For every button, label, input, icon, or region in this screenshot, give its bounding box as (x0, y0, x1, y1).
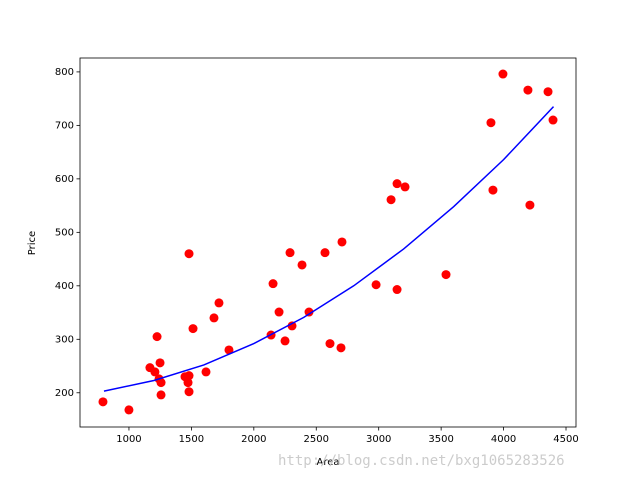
data-point (525, 200, 535, 210)
data-point (184, 387, 194, 397)
data-point (285, 248, 295, 258)
data-point (150, 367, 160, 377)
x-tick-label: 4000 (491, 434, 516, 445)
data-point (337, 237, 347, 247)
data-point (498, 69, 508, 79)
y-tick-label: 400 (55, 281, 74, 292)
y-tick-label: 600 (55, 174, 74, 185)
data-point (325, 339, 335, 349)
data-point (441, 270, 451, 280)
x-tick-label: 3000 (366, 434, 391, 445)
data-point (214, 298, 224, 308)
data-point (486, 118, 496, 128)
plot-frame (79, 57, 577, 428)
data-point (548, 115, 558, 125)
data-point (392, 285, 402, 295)
data-point (188, 324, 198, 334)
y-tick-label: 300 (55, 334, 74, 345)
y-tick-label: 200 (55, 388, 74, 399)
data-point (320, 248, 330, 258)
data-point (184, 249, 194, 259)
x-axis-label: Area (316, 457, 339, 468)
data-point (488, 185, 498, 195)
fit-line (103, 106, 555, 392)
data-point (287, 321, 297, 331)
x-tick-label: 1000 (116, 434, 141, 445)
data-point (336, 343, 346, 353)
data-point (98, 397, 108, 407)
y-tick-label: 500 (55, 227, 74, 238)
data-point (183, 378, 193, 388)
x-tick-label: 2500 (304, 434, 329, 445)
data-point (201, 367, 211, 377)
data-point (224, 345, 234, 355)
data-point (371, 280, 381, 290)
x-tick-label: 1500 (179, 434, 204, 445)
data-point (152, 332, 162, 342)
data-point (297, 260, 307, 270)
data-point (209, 313, 219, 323)
data-point (155, 358, 165, 368)
data-point (184, 371, 194, 381)
x-tick-label: 3500 (428, 434, 453, 445)
data-point (156, 378, 166, 388)
data-point (543, 87, 553, 97)
data-point (392, 179, 402, 189)
y-tick-label: 700 (55, 120, 74, 131)
data-point (156, 390, 166, 400)
data-point (523, 85, 533, 95)
data-point (400, 182, 410, 192)
data-point (304, 307, 314, 317)
data-point (280, 336, 290, 346)
data-point (124, 405, 134, 415)
data-point (274, 307, 284, 317)
x-tick-label: 4500 (553, 434, 578, 445)
x-tick-label: 2000 (241, 434, 266, 445)
y-tick-label: 800 (55, 67, 74, 78)
y-axis-label: Price (27, 231, 38, 255)
data-point (268, 279, 278, 289)
data-point (386, 195, 396, 205)
watermark: http://blog.csdn.net/bxg1065283526 (278, 453, 565, 469)
